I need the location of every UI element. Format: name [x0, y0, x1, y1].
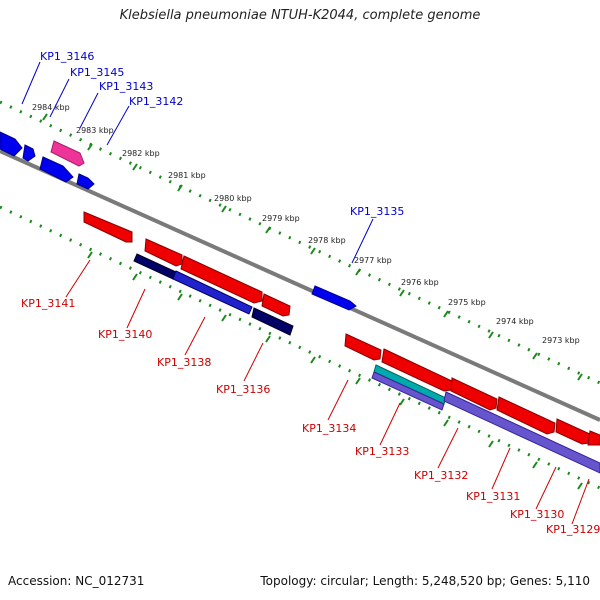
inner-scale-track: [0, 205, 600, 490]
gene-label-line: [184, 316, 206, 356]
tick-mark: [488, 331, 494, 339]
gene-arrow-reverse[interactable]: [587, 430, 600, 446]
gene-arrow-forward[interactable]: [22, 144, 36, 162]
tick-mark: [399, 398, 405, 406]
gene-arrow-reverse[interactable]: [496, 396, 556, 435]
gene-label-reverse: KP1_3136: [216, 383, 270, 396]
gene-label-forward: KP1_3143: [99, 80, 153, 93]
scale-label: 2974 kbp: [496, 317, 534, 326]
tick-mark: [577, 482, 583, 490]
gene-arrow-forward[interactable]: [76, 173, 95, 190]
gene-label-line: [21, 61, 41, 105]
tick-mark: [87, 251, 93, 259]
tick-mark: [488, 440, 494, 448]
tick-mark: [177, 293, 183, 301]
tick-mark: [221, 314, 227, 322]
tick-mark: [532, 461, 538, 469]
gene-label-forward: KP1_3146: [40, 50, 94, 63]
tick-mark: [310, 247, 316, 255]
gene-arrow-reverse[interactable]: [180, 255, 263, 304]
map-title: Klebsiella pneumoniae NTUH-K2044, comple…: [119, 8, 481, 23]
gene-arrow-pink[interactable]: [50, 140, 85, 167]
gene-arrow-reverse[interactable]: [344, 333, 382, 361]
tick-mark: [443, 310, 449, 318]
gene-arrow-forward[interactable]: [39, 156, 74, 183]
gene-arrow-reverse[interactable]: [450, 377, 498, 411]
scale-label: 2978 kbp: [308, 236, 346, 245]
gene-label-forward: KP1_3145: [70, 66, 124, 79]
scale-label: 2977 kbp: [354, 256, 392, 265]
tick-mark: [355, 377, 361, 385]
gene-label-reverse: KP1_3133: [355, 445, 409, 458]
gene-label-reverse: KP1_3141: [21, 297, 75, 310]
scale-label: 2984 kbp: [32, 103, 70, 112]
gene-arrow-reverse[interactable]: [555, 418, 591, 445]
gene-label-line: [437, 427, 459, 469]
gene-label-forward: KP1_3135: [350, 205, 404, 218]
gene-label-reverse: KP1_3134: [302, 422, 356, 435]
gene-label-line: [571, 478, 590, 525]
gene-label-reverse: KP1_3140: [98, 328, 152, 341]
gene-label-line: [535, 466, 557, 510]
accession-text: Accession: NC_012731: [8, 574, 145, 588]
scale-label: 2979 kbp: [262, 214, 300, 223]
reverse-strand-features: [83, 211, 600, 446]
scale-label: 2973 kbp: [542, 336, 580, 345]
scale-label: 2980 kbp: [214, 194, 252, 203]
tick-mark: [177, 184, 183, 192]
scale-label: 2983 kbp: [76, 126, 114, 135]
gene-label-forward: KP1_3142: [129, 95, 183, 108]
gene-label-reverse: KP1_3132: [414, 469, 468, 482]
gene-label-line: [106, 105, 130, 146]
scale-label: 2981 kbp: [168, 171, 206, 180]
cds-features: [133, 253, 600, 474]
gene-label-line: [79, 92, 99, 129]
tick-mark: [42, 113, 48, 121]
gene-label-line: [49, 78, 70, 118]
tick-marks: [42, 113, 583, 490]
gene-label-line: [65, 259, 91, 298]
gene-label-line: [491, 447, 511, 490]
tick-mark: [355, 268, 361, 276]
forward-strand-features: [0, 131, 357, 311]
gene-label-line: [327, 379, 349, 421]
tick-mark: [265, 335, 271, 343]
gene-arrow-forward[interactable]: [0, 131, 23, 157]
scale-label: 2976 kbp: [401, 278, 439, 287]
gene-arrow-reverse[interactable]: [144, 238, 183, 267]
gene-label-line: [351, 218, 374, 264]
genome-backbone: [0, 149, 600, 422]
cds-bar-purple[interactable]: [443, 391, 600, 474]
cds-bar-blue[interactable]: [172, 270, 253, 315]
gene-arrow-forward[interactable]: [311, 285, 357, 311]
tick-mark: [577, 373, 583, 381]
topology-text: Topology: circular; Length: 5,248,520 bp…: [260, 574, 590, 588]
outer-scale-track: [0, 100, 600, 385]
tick-mark: [265, 226, 271, 234]
tick-mark: [399, 289, 405, 297]
gene-label-reverse: KP1_3130: [510, 508, 564, 521]
tick-mark: [132, 273, 138, 281]
tick-mark: [532, 352, 538, 360]
gene-label-line: [243, 342, 264, 382]
tick-mark: [443, 419, 449, 427]
tick-mark: [310, 356, 316, 364]
gene-label-reverse: KP1_3138: [157, 356, 211, 369]
gene-arrow-reverse[interactable]: [261, 293, 291, 317]
gene-label-reverse: KP1_3129: [546, 523, 600, 536]
scale-label: 2975 kbp: [448, 298, 486, 307]
tick-mark: [221, 205, 227, 213]
cds-bar-purple[interactable]: [371, 371, 445, 411]
gene-label-line: [379, 402, 401, 446]
gene-label-line: [126, 288, 146, 329]
gene-label-reverse: KP1_3131: [466, 490, 520, 503]
gene-arrow-reverse[interactable]: [381, 348, 453, 392]
tick-mark: [87, 143, 93, 151]
tick-mark: [132, 163, 138, 171]
cds-bar-navy[interactable]: [251, 307, 294, 336]
gene-arrow-reverse[interactable]: [83, 211, 133, 243]
scale-label: 2982 kbp: [122, 149, 160, 158]
